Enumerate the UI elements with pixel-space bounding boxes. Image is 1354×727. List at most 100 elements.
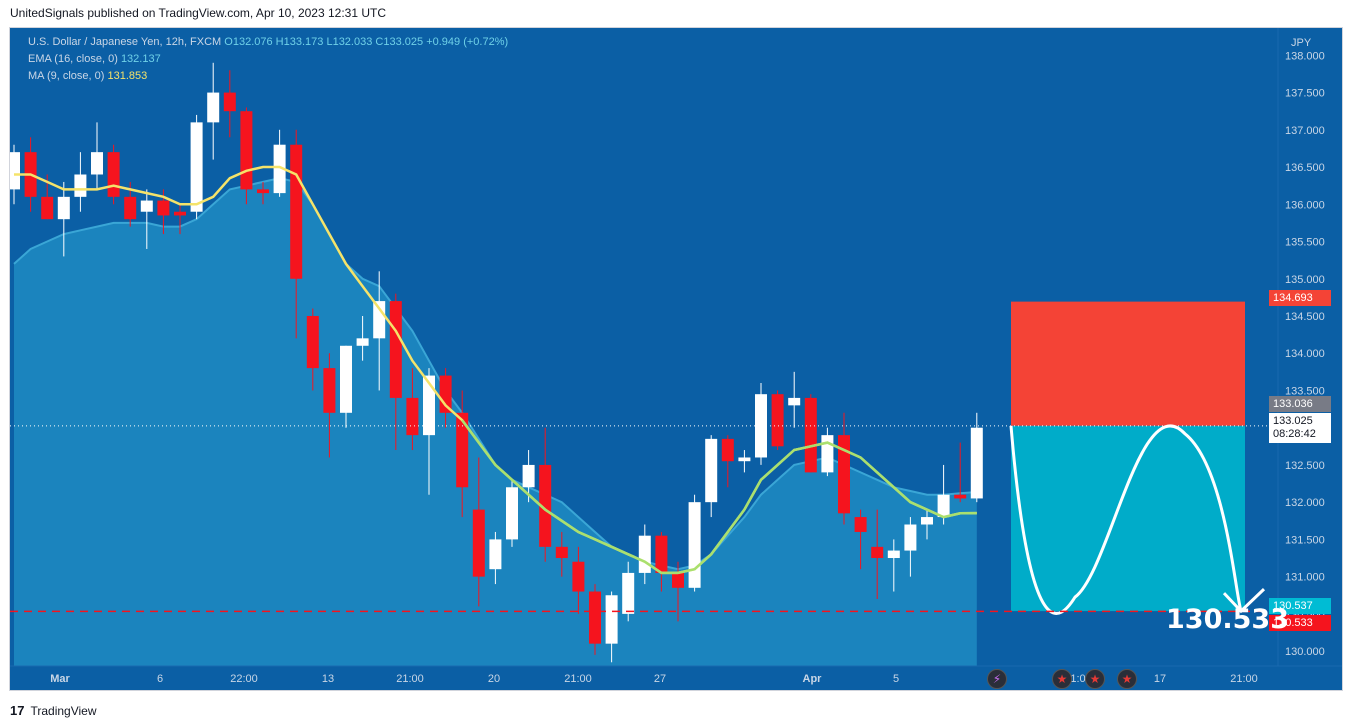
x-tick-label: 13 xyxy=(322,673,334,685)
candle-down xyxy=(240,111,253,190)
y-axis-unit: JPY xyxy=(1291,37,1312,49)
candle-up xyxy=(755,394,767,458)
candle-down xyxy=(223,92,236,112)
y-tick-label: 132.500 xyxy=(1285,460,1325,472)
legend-open: O132.076 xyxy=(224,36,273,48)
candle-down xyxy=(721,438,734,462)
legend-ema-label: EMA (16, close, 0) xyxy=(28,53,118,65)
candle-up xyxy=(140,200,153,212)
candle-down xyxy=(456,412,469,488)
lightning-icon[interactable]: ⚡ xyxy=(987,669,1007,689)
candle-down xyxy=(771,394,784,447)
last-price-value: 133.025 xyxy=(1273,415,1313,427)
candle-up xyxy=(921,517,933,525)
us-flag-event-icon[interactable]: ★ xyxy=(1117,669,1137,689)
candle-up xyxy=(340,345,352,413)
legend-high: H133.173 xyxy=(275,36,324,48)
candle-up xyxy=(688,502,701,588)
candle-down xyxy=(157,200,170,216)
candle-down xyxy=(257,189,269,194)
candle-up xyxy=(190,122,203,212)
target-line-label: 130.533 xyxy=(1269,615,1331,631)
legend-ma-value: 131.853 xyxy=(107,70,148,82)
y-tick-label: 138.000 xyxy=(1285,50,1325,62)
candle-down xyxy=(389,301,402,398)
candle-down xyxy=(804,397,817,473)
y-tick-label: 136.000 xyxy=(1285,199,1325,211)
legend-ema-value: 132.137 xyxy=(120,53,161,65)
candle-up xyxy=(638,535,651,573)
candle-down xyxy=(290,144,303,279)
take-profit-zone xyxy=(1011,425,1245,612)
candle-down xyxy=(439,375,452,413)
candle-down xyxy=(954,494,967,499)
y-tick-label: 134.000 xyxy=(1285,348,1325,360)
stop-loss-zone xyxy=(1011,301,1245,426)
x-tick-label: 5 xyxy=(893,673,899,685)
chart-area[interactable]: JPY130.000130.500131.000131.500132.00013… xyxy=(9,27,1343,691)
x-tick-label: 21:00 xyxy=(396,673,424,685)
candle-down xyxy=(539,464,552,547)
candle-up xyxy=(937,494,950,518)
candle-down xyxy=(589,591,601,644)
candle-up xyxy=(273,144,286,194)
target-price-label: 130.537 xyxy=(1269,598,1331,614)
legend-low: L132.033 xyxy=(326,36,373,48)
candle-down xyxy=(472,509,485,577)
candle-up xyxy=(738,457,751,462)
candle-up xyxy=(788,397,801,406)
target-price-annotation: 130.533 xyxy=(1166,604,1289,635)
candle-down xyxy=(854,517,867,532)
candle-down xyxy=(655,535,668,573)
y-tick-label: 137.000 xyxy=(1285,125,1325,137)
candle-down xyxy=(174,211,186,216)
ema-band-area xyxy=(14,178,977,666)
published-by-header: UnitedSignals published on TradingView.c… xyxy=(10,6,387,20)
footer: 17 TradingView xyxy=(10,703,97,718)
ema-band xyxy=(13,177,977,666)
y-tick-label: 134.500 xyxy=(1285,311,1325,323)
candlestick-chart[interactable]: JPY130.000130.500131.000131.500132.00013… xyxy=(10,28,1343,691)
candle-up xyxy=(705,438,718,503)
legend-ma-label: MA (9, close, 0) xyxy=(28,70,105,82)
x-tick-label: Apr xyxy=(803,673,823,685)
candle-up xyxy=(57,196,70,220)
x-tick-label: 27 xyxy=(654,673,666,685)
y-tick-label: 133.500 xyxy=(1285,385,1325,397)
candle-up xyxy=(489,539,502,570)
candle-down xyxy=(838,435,850,514)
x-tick-label: Mar xyxy=(50,673,70,685)
candle-down xyxy=(871,546,884,559)
legend-symbol: U.S. Dollar / Japanese Yen, 12h, FXCM xyxy=(28,36,222,48)
projection-curve xyxy=(1009,424,1243,615)
candle-down xyxy=(406,397,419,436)
x-tick-label: 21:00 xyxy=(1230,673,1258,685)
x-tick-label: 22:00 xyxy=(230,673,258,685)
x-tick-label: 21:00 xyxy=(564,673,592,685)
us-flag-event-icon[interactable]: ★ xyxy=(1052,669,1072,689)
y-tick-label: 135.500 xyxy=(1285,237,1325,249)
candle-up xyxy=(373,301,386,339)
y-tick-label: 131.000 xyxy=(1285,572,1325,584)
candle-down xyxy=(107,152,120,197)
x-tick-label: 20 xyxy=(488,673,500,685)
ema-line xyxy=(461,419,977,575)
candle-up xyxy=(970,427,983,499)
legend-change: +0.949 (+0.72%) xyxy=(426,36,509,48)
bar-countdown: 08:28:42 xyxy=(1273,428,1316,440)
y-tick-label: 136.500 xyxy=(1285,162,1325,174)
candle-up xyxy=(622,572,635,614)
candle-up xyxy=(605,595,618,644)
us-flag-event-icon[interactable]: ★ xyxy=(1085,669,1105,689)
projection-arrow xyxy=(1222,588,1266,614)
candle-up xyxy=(522,464,535,488)
candle-up xyxy=(74,174,87,197)
legend-symbol-row: U.S. Dollar / Japanese Yen, 12h, FXCM O1… xyxy=(28,36,508,48)
candle-up xyxy=(91,152,103,175)
candle-down xyxy=(323,368,336,413)
candle-down xyxy=(124,196,137,220)
candle-up xyxy=(506,487,518,540)
stop-price-label: 134.693 xyxy=(1269,290,1331,306)
y-tick-label: 137.500 xyxy=(1285,88,1325,100)
last-price-label: 133.025 08:28:42 xyxy=(1269,413,1331,443)
